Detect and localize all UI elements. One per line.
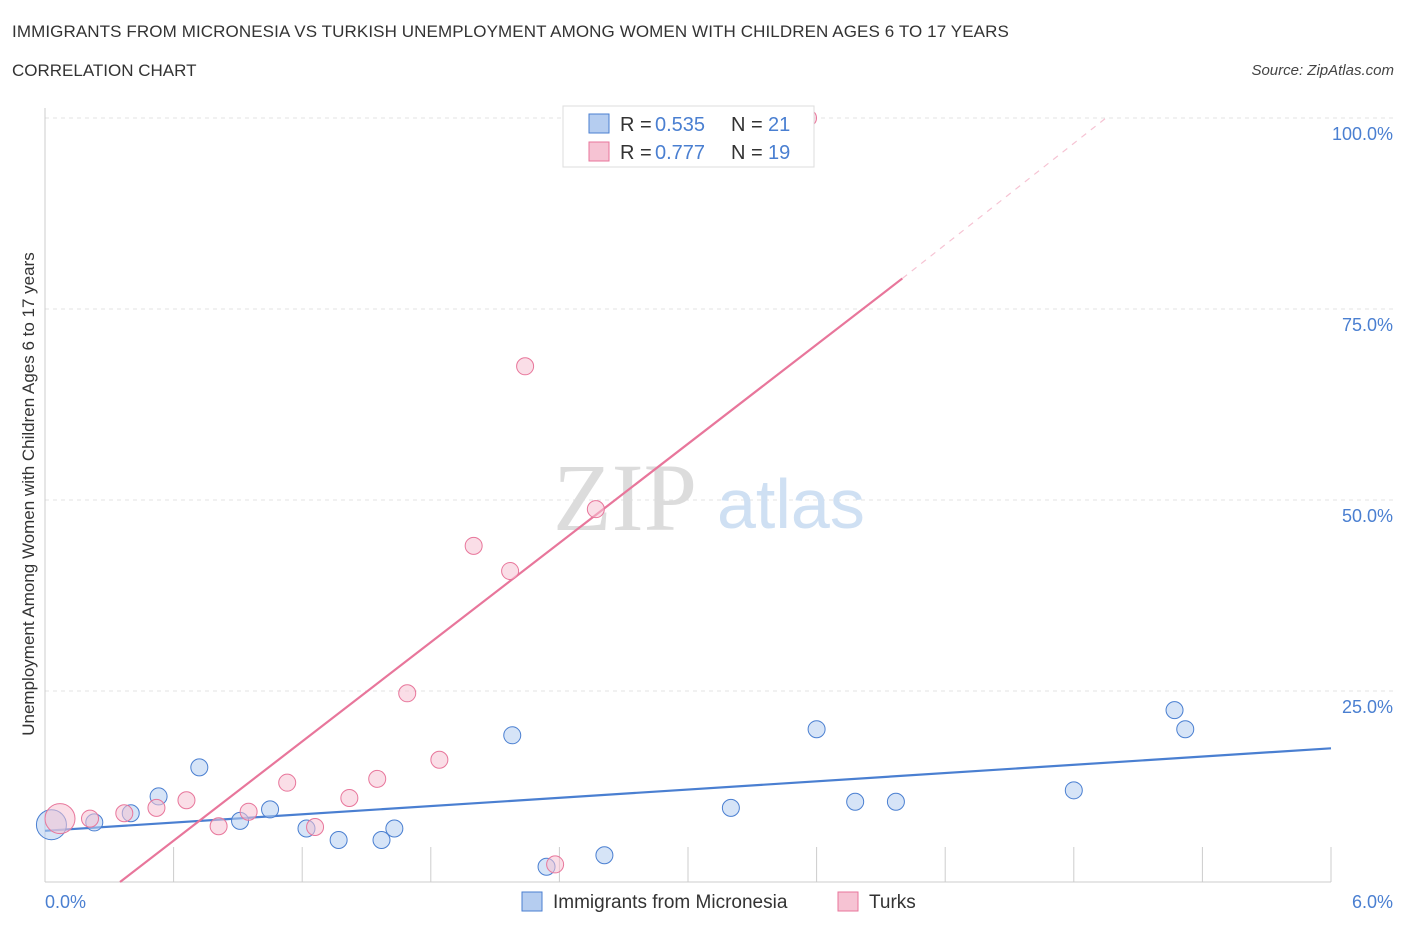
data-point-0-19 (1165, 701, 1184, 720)
data-point-1-1 (81, 809, 100, 828)
legend-r-label-turks: R = (620, 142, 652, 164)
data-point-0-17 (886, 792, 905, 811)
data-point-0-18 (1064, 781, 1083, 800)
x-tick-label-max: 6.0% (1352, 892, 1393, 912)
data-point-1-10 (368, 769, 387, 788)
chart-title: IMMIGRANTS FROM MICRONESIA VS TURKISH UN… (12, 22, 1009, 41)
data-point-1-17 (586, 500, 605, 519)
legend-n-label-turks: N = (731, 142, 763, 164)
series-legend-swatch-micronesia (521, 891, 543, 912)
axes (44, 108, 1332, 883)
legend-r-value-turks: 0.777 (655, 142, 705, 164)
data-point-1-0 (44, 803, 76, 835)
chart-source: Source: ZipAtlas.com (1251, 62, 1394, 79)
legend-r-value-micronesia: 0.535 (655, 114, 705, 136)
trend-line-1 (119, 277, 904, 883)
y-tick-label-3: 25.0% (1342, 697, 1393, 717)
series-legend-label-turks: Turks (869, 892, 916, 913)
legend-n-value-turks: 19 (768, 142, 790, 164)
data-point-1-11 (398, 684, 417, 703)
watermark-atlas: atlas (717, 465, 865, 543)
data-point-0-10 (385, 819, 404, 838)
y-tick-labels: 100.0% 75.0% 50.0% 25.0% (1332, 124, 1393, 717)
watermark: ZIP atlas (553, 444, 865, 551)
data-point-0-9 (372, 830, 391, 849)
legend-r-label-micronesia: R = (620, 114, 652, 136)
data-point-1-6 (239, 802, 258, 821)
x-tick-label-min: 0.0% (45, 892, 86, 912)
y-tick-label-1: 75.0% (1342, 315, 1393, 335)
grid-lines (45, 117, 1393, 692)
trend-lines (44, 117, 1332, 883)
legend-n-value-micronesia: 21 (768, 114, 790, 136)
data-point-0-8 (329, 830, 348, 849)
x-tick-labels: 0.0% 6.0% (45, 892, 1393, 912)
trend-line-0 (44, 747, 1332, 832)
data-point-0-4 (190, 758, 209, 777)
y-tick-label-0: 100.0% (1332, 124, 1393, 144)
series-legend-swatch-turks (837, 891, 859, 912)
data-point-1-9 (340, 788, 359, 807)
trend-line-extension-1 (901, 117, 1107, 279)
y-axis-label: Unemployment Among Women with Children A… (19, 252, 38, 736)
y-tick-label-2: 50.0% (1342, 506, 1393, 526)
legend-swatch-micronesia (588, 113, 610, 134)
watermark-zip: ZIP (553, 444, 697, 551)
data-point-1-2 (115, 804, 134, 823)
legend-swatch-turks (588, 141, 610, 162)
data-point-1-4 (177, 791, 196, 810)
data-point-0-11 (503, 726, 522, 745)
data-point-1-8 (306, 817, 325, 836)
data-point-0-20 (1176, 720, 1195, 739)
data-point-0-15 (807, 720, 826, 739)
data-point-0-14 (721, 798, 740, 817)
data-point-0-13 (595, 846, 614, 865)
data-point-1-13 (464, 536, 483, 555)
data-point-1-15 (516, 357, 535, 376)
data-point-1-14 (501, 562, 520, 581)
data-point-1-5 (209, 817, 228, 836)
data-point-1-7 (278, 773, 297, 792)
chart-subtitle: CORRELATION CHART (12, 61, 197, 80)
series-legend: Immigrants from Micronesia Turks (521, 891, 916, 913)
data-point-1-3 (147, 798, 166, 817)
data-point-0-16 (846, 792, 865, 811)
stats-legend: R = 0.535 N = 21 R = 0.777 N = 19 (562, 105, 815, 168)
series-legend-label-micronesia: Immigrants from Micronesia (553, 892, 788, 913)
data-point-0-6 (261, 800, 280, 819)
legend-n-label-micronesia: N = (731, 114, 763, 136)
data-point-1-12 (430, 750, 449, 769)
data-point-1-16 (546, 855, 565, 874)
